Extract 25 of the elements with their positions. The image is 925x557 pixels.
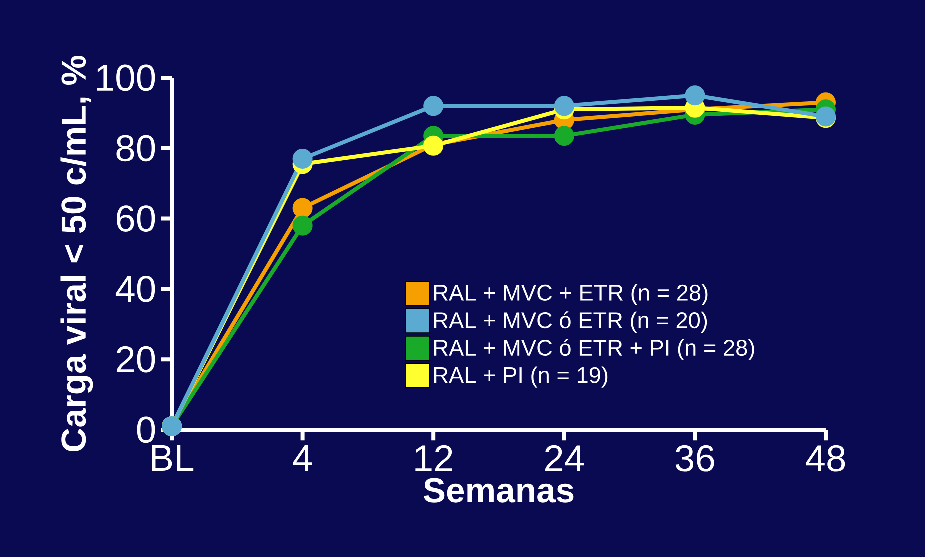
point bbox=[292, 198, 313, 218]
legend-label: RAL + MVC ó ETR + PI (n = 28) bbox=[434, 339, 754, 360]
x-tick-label: 4 bbox=[293, 445, 312, 472]
y-axis-title: Carga viral < 50 c/mL, % bbox=[60, 56, 94, 452]
y-tick-label: 0 bbox=[137, 416, 156, 444]
point bbox=[292, 148, 313, 169]
y-tick-label: 100 bbox=[97, 64, 156, 92]
y-tick-label: 60 bbox=[117, 206, 156, 232]
y-tick-label: 40 bbox=[116, 276, 156, 302]
x-axis-title: Semanas bbox=[424, 478, 574, 503]
point bbox=[554, 96, 574, 116]
legend-label: RAL + PI (n = 19) bbox=[434, 366, 608, 388]
x-tick-label: 48 bbox=[806, 445, 846, 472]
x-tick-label: 36 bbox=[676, 445, 714, 472]
y-tick-label: 20 bbox=[116, 346, 156, 373]
x-tick-label: 12 bbox=[416, 445, 452, 472]
point bbox=[554, 126, 574, 146]
x-tick-label: 24 bbox=[546, 445, 584, 472]
x-tick-label: BL bbox=[152, 445, 194, 472]
legend-label: RAL + MVC + ETR (n = 28) bbox=[434, 284, 708, 306]
y-tick-label: 80 bbox=[116, 135, 156, 162]
point bbox=[685, 86, 706, 106]
point bbox=[292, 216, 313, 236]
point bbox=[424, 96, 444, 116]
legend-label: RAL + MVC ó ETR (n = 20) bbox=[434, 312, 708, 334]
